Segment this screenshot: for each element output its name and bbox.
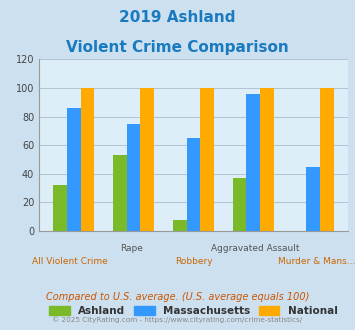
Bar [67, 108, 81, 231]
Bar [187, 138, 200, 231]
Bar [320, 88, 334, 231]
Bar [81, 88, 94, 231]
Bar [306, 167, 320, 231]
Legend: Ashland, Massachusetts, National: Ashland, Massachusetts, National [45, 301, 342, 320]
Bar [173, 219, 187, 231]
Text: 2019 Ashland: 2019 Ashland [119, 10, 236, 25]
Bar [233, 178, 246, 231]
Text: Violent Crime Comparison: Violent Crime Comparison [66, 40, 289, 54]
Bar [113, 155, 127, 231]
Bar [260, 88, 274, 231]
Bar [141, 88, 154, 231]
Bar [53, 185, 67, 231]
Text: Robbery: Robbery [175, 257, 212, 266]
Text: All Violent Crime: All Violent Crime [32, 257, 108, 266]
Text: Rape: Rape [120, 244, 143, 253]
Bar [246, 94, 260, 231]
Text: Aggravated Assault: Aggravated Assault [211, 244, 300, 253]
Text: Compared to U.S. average. (U.S. average equals 100): Compared to U.S. average. (U.S. average … [46, 292, 309, 302]
Text: Murder & Mans...: Murder & Mans... [278, 257, 355, 266]
Bar [200, 88, 214, 231]
Text: © 2025 CityRating.com - https://www.cityrating.com/crime-statistics/: © 2025 CityRating.com - https://www.city… [53, 317, 302, 323]
Bar [127, 124, 141, 231]
